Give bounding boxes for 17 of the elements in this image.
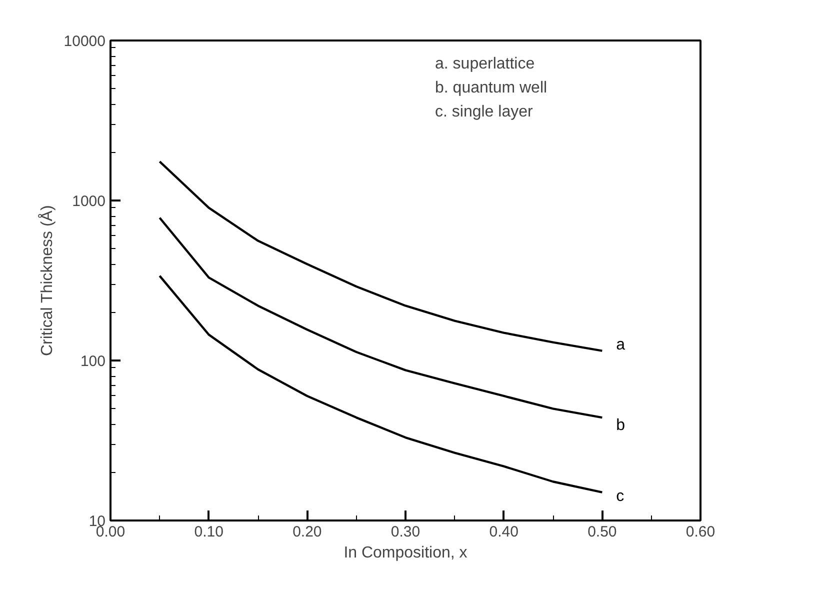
series-label: b [616, 417, 626, 434]
x-axis-title: In Composition, x [344, 544, 468, 562]
annotation: b. quantum well [435, 80, 548, 96]
x-tick-label: 0.20 [292, 524, 322, 540]
y-axis-title: Critical Thickness (Å) [38, 205, 56, 356]
series-label: a [616, 336, 626, 354]
annotation: a. superlattice [435, 56, 535, 72]
annotation: c. single layer [435, 104, 534, 120]
x-tick-label: 0.30 [390, 524, 420, 540]
y-tick-label: 1000 [72, 193, 106, 210]
y-tick-label: 10000 [64, 33, 106, 50]
x-tick-label: 0.10 [194, 524, 224, 540]
y-tick-label: 100 [80, 353, 106, 370]
x-tick-label: 0.50 [588, 524, 617, 540]
series-label: c [616, 488, 624, 505]
x-tick-label: 0.60 [686, 524, 716, 540]
x-tick-label: 0.40 [489, 524, 518, 540]
